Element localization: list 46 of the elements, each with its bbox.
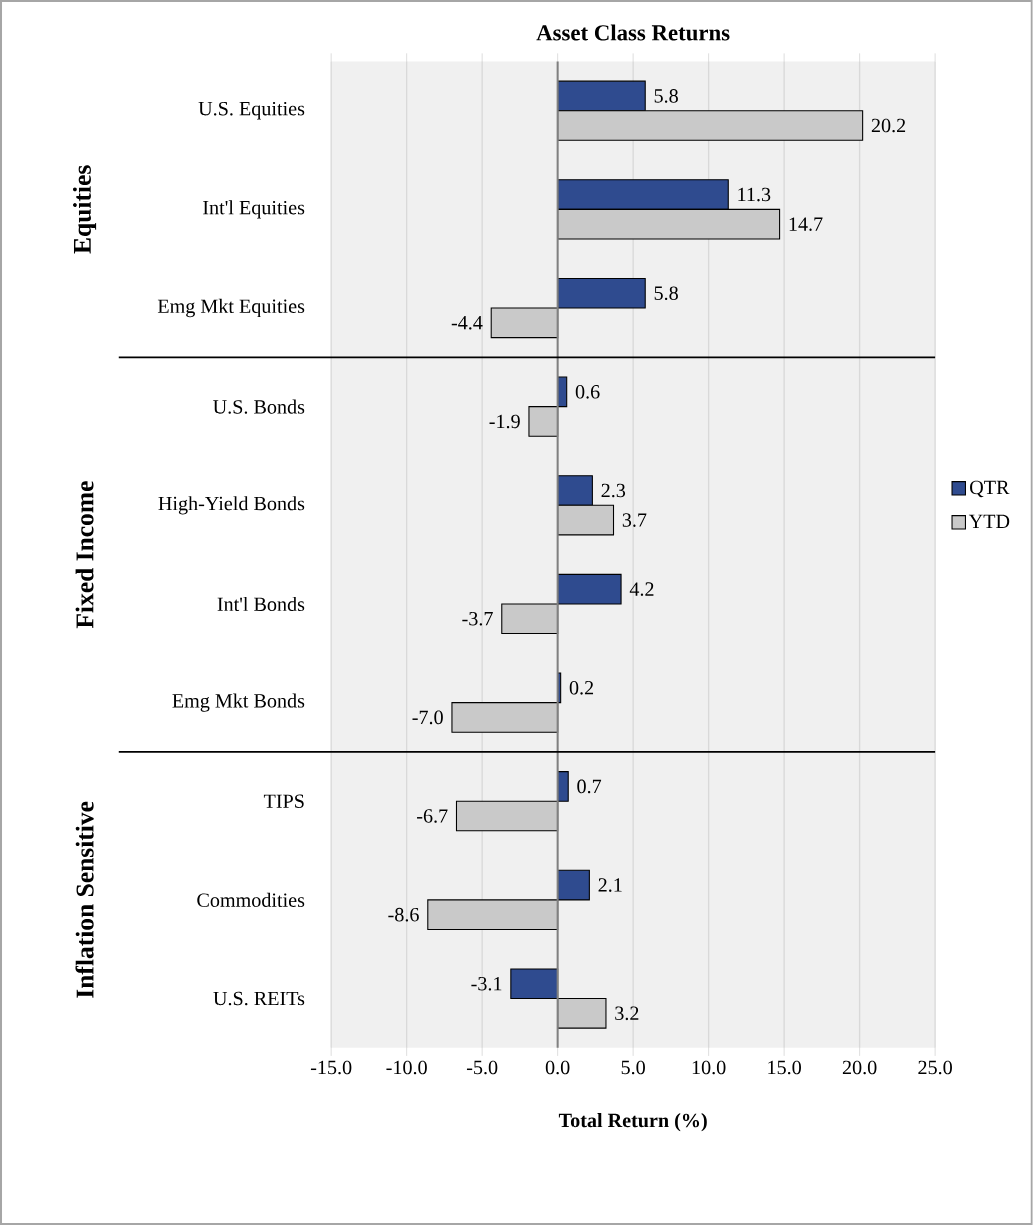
y-tick-label: U.S. Bonds	[213, 399, 305, 414]
data-label: 0.7	[577, 779, 602, 794]
chart-title: Asset Class Returns	[536, 24, 730, 41]
y-tick-label: Emg Mkt Equities	[158, 298, 305, 318]
data-label: 2.1	[598, 878, 622, 892]
data-label: -3.7	[462, 611, 493, 626]
data-label: -6.7	[417, 809, 448, 823]
data-label: -7.0	[412, 710, 443, 725]
data-label: 5.8	[654, 89, 679, 103]
data-label: 0.2	[569, 680, 594, 695]
data-label: 3.7	[622, 513, 647, 527]
y-tick-label: Int'l Equities	[203, 200, 305, 219]
x-tick-label: 20.0	[843, 1060, 877, 1075]
data-label: 3.2	[615, 1006, 639, 1021]
data-label: 20.2	[871, 118, 906, 133]
data-label: 14.7	[789, 217, 823, 231]
legend-label: YTD	[969, 514, 1010, 528]
x-tick-label: 25.0	[918, 1060, 953, 1075]
text: Equities	[73, 165, 97, 254]
data-label: 11.3	[738, 187, 771, 202]
y-tick-label: High-Yield Bonds	[158, 496, 305, 515]
y-tick-label: Commodities	[197, 892, 305, 907]
data-label: 4.2	[629, 582, 654, 596]
x-tick-label: -10.0	[386, 1060, 427, 1075]
data-label: 2.3	[601, 483, 626, 498]
y-tick-label: U.S. REITs	[213, 991, 305, 1006]
y-tick-label: U.S. Equities	[198, 101, 305, 120]
data-label: -4.4	[451, 316, 483, 330]
data-label: -3.1	[471, 976, 502, 991]
legend-label: QTR	[970, 480, 1010, 498]
x-tick-label: 0.0	[545, 1060, 570, 1075]
text: Fixed Income	[75, 481, 94, 629]
text: Inflation Sensitive	[75, 801, 94, 998]
x-axis-title: Total Return (%)	[559, 1113, 707, 1132]
data-label: 0.6	[575, 385, 600, 399]
x-tick-label: 10.0	[692, 1060, 726, 1075]
y-tick-label: Int'l Bonds	[217, 596, 305, 612]
data-label: 5.8	[654, 286, 679, 301]
x-tick-label: 5.0	[621, 1060, 646, 1075]
x-tick-label: -15.0	[311, 1060, 352, 1075]
y-tick-label: Emg Mkt Bonds	[172, 693, 305, 712]
x-tick-label: -5.0	[467, 1060, 498, 1075]
data-label: -1.9	[489, 414, 520, 429]
y-tick-label: TIPS	[264, 794, 304, 808]
data-label: -8.6	[388, 907, 419, 922]
x-tick-label: 15.0	[768, 1060, 802, 1075]
